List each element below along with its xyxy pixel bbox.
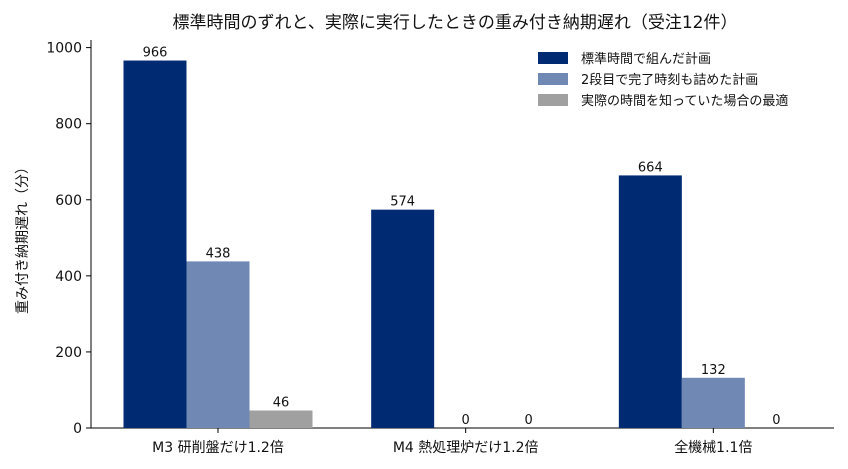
data-label: 574 <box>390 195 415 210</box>
y-tick-label: 800 <box>55 117 82 133</box>
bar <box>186 261 250 428</box>
legend-label: 2段目で完了時刻も詰めた計画 <box>581 72 758 88</box>
legend-swatch <box>538 52 568 64</box>
x-tick-label: 全機械1.1倍 <box>674 439 752 456</box>
bar <box>681 377 745 428</box>
data-label: 46 <box>273 396 290 411</box>
chart-title: 標準時間のずれと、実際に実行したときの重み付き納期遅れ（受注12件） <box>173 13 738 33</box>
y-tick-label: 400 <box>55 269 82 285</box>
legend-swatch <box>538 94 568 106</box>
data-label: 438 <box>206 246 231 261</box>
y-tick-label: 600 <box>55 193 82 209</box>
legend-swatch <box>538 73 568 85</box>
axes: 0 200 400 600 800 1000 M3 研削盤だけ1.2倍 M4 熱処理炉だけ1.… <box>46 40 834 456</box>
bars: 966 438 46 574 0 0 664 132 0 <box>123 46 780 429</box>
data-label: 132 <box>701 363 726 378</box>
x-tick-label: M3 研削盤だけ1.2倍 <box>152 440 284 456</box>
x-tick-label: M4 熱処理炉だけ1.2倍 <box>393 440 539 456</box>
data-label: 0 <box>525 413 533 428</box>
legend-label: 実際の時間を知っていた場合の最適 <box>581 93 788 109</box>
y-axis-label: 重み付き納期遅れ（分） <box>15 160 31 314</box>
bar <box>123 60 187 429</box>
legend-label: 標準時間で組んだ計画 <box>581 51 711 67</box>
data-label: 0 <box>772 413 780 428</box>
bar <box>371 209 435 428</box>
data-label: 966 <box>143 46 168 61</box>
data-label: 0 <box>462 413 470 428</box>
y-tick-label: 1000 <box>46 41 82 57</box>
bar <box>249 410 313 428</box>
data-label: 664 <box>638 160 663 175</box>
y-tick-label: 200 <box>55 345 82 361</box>
bar <box>618 175 682 428</box>
y-tick-label: 0 <box>73 421 82 437</box>
